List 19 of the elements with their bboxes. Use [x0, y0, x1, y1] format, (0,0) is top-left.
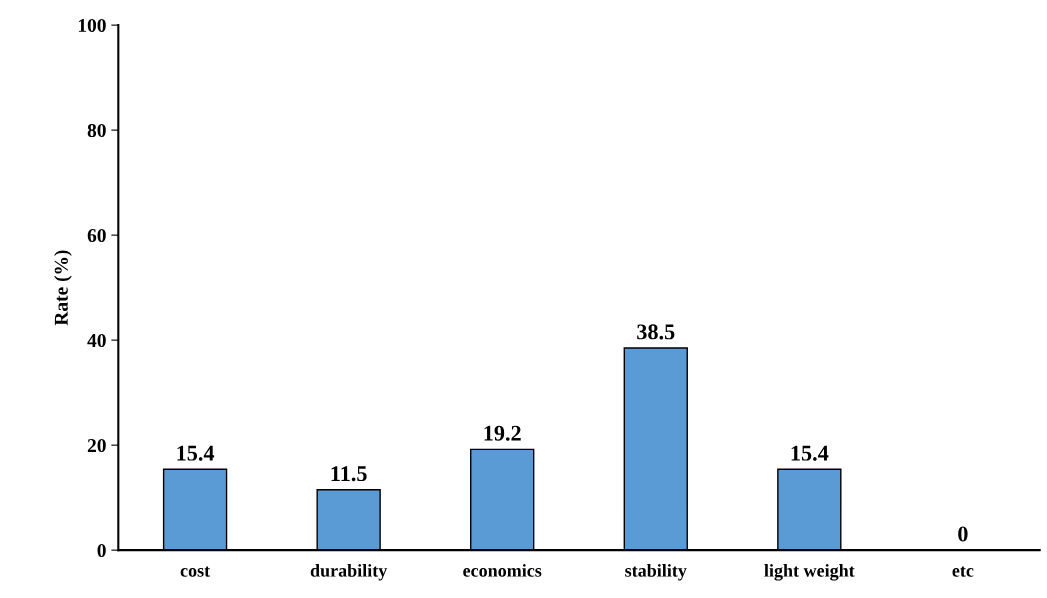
x-tick-label: stability	[625, 564, 687, 581]
y-tick-label: 0	[97, 543, 106, 558]
data-label: 15.4	[177, 445, 215, 461]
data-label: 19.2	[484, 425, 521, 441]
y-axis-title: Rate (%)	[54, 250, 72, 326]
y-tick-label: 80	[87, 123, 106, 138]
y-tick-label: 20	[87, 438, 106, 453]
x-tick-label: durability	[310, 564, 388, 581]
data-label: 0	[958, 526, 968, 542]
y-tick-label: 60	[87, 228, 106, 243]
y-tick-label: 100	[78, 18, 106, 33]
x-tick-label: light weight	[764, 564, 855, 581]
y-tick-label: 40	[87, 333, 106, 348]
x-tick-label: economics	[463, 564, 542, 577]
data-label: 15.4	[791, 445, 829, 461]
data-label: 11.5	[331, 466, 367, 482]
data-label: 38.5	[637, 324, 675, 340]
x-tick-label: etc	[952, 566, 974, 577]
x-tick-label: cost	[180, 566, 211, 577]
